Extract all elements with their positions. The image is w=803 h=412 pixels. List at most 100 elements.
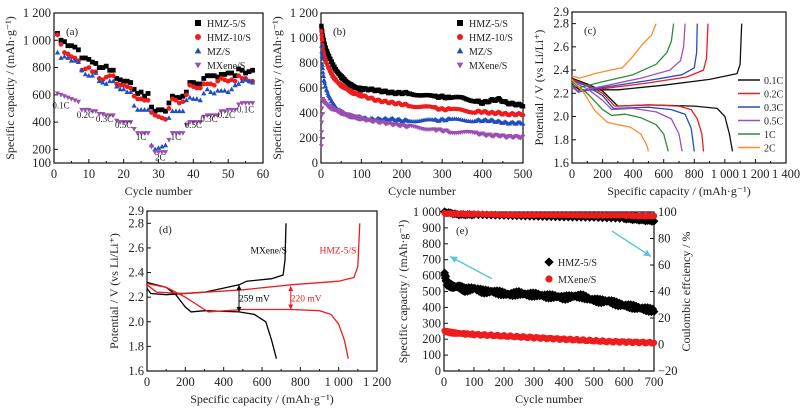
legend-item: 1C [738, 130, 776, 141]
y-tick-label: 500 [422, 285, 441, 299]
legend-marker [194, 62, 202, 69]
legend-item: 2C [738, 144, 776, 155]
data-point [187, 94, 193, 100]
y-tick-label: 2.2 [553, 86, 569, 100]
data-point [114, 118, 120, 124]
data-point [229, 86, 235, 92]
x-tick-label: 200 [495, 375, 514, 389]
data-point [68, 96, 75, 102]
legend-item: HMZ-5/S [457, 19, 508, 30]
x-tick-label: 400 [473, 167, 492, 181]
data-point [211, 82, 217, 88]
data-point [201, 76, 207, 81]
legend-item: MZ/S [456, 47, 492, 58]
data-point [183, 97, 190, 103]
x-tick-label: 200 [176, 375, 195, 389]
panel-label: (b) [333, 26, 346, 38]
data-point [107, 73, 113, 79]
data-point [246, 101, 252, 106]
data-point [211, 113, 217, 119]
data-point [242, 77, 249, 82]
data-point [225, 70, 231, 76]
data-point [204, 81, 210, 87]
data-point [162, 142, 169, 148]
data-point [93, 61, 99, 66]
data-point [649, 307, 659, 317]
data-point [103, 63, 109, 69]
y-right-tick-label: 60 [658, 258, 671, 272]
data-point [208, 113, 214, 119]
x-tick-label: 500 [514, 167, 533, 181]
data-point [204, 86, 210, 92]
data-point [131, 86, 137, 92]
data-point [145, 97, 151, 103]
discharge-curve [571, 81, 683, 152]
x-tick-label: 20 [117, 167, 130, 181]
y-right-tick-label: 40 [658, 285, 671, 299]
data-point [324, 88, 330, 93]
data-point [79, 67, 85, 73]
data-point [96, 65, 102, 70]
x-tick-label: 400 [624, 167, 643, 181]
data-point [249, 79, 256, 85]
data-point [149, 104, 154, 110]
series-mxene-s [54, 91, 256, 155]
x-tick-label: 800 [291, 375, 310, 389]
data-point [319, 130, 325, 135]
data-point [69, 43, 74, 49]
data-point [117, 86, 123, 92]
legend-label: MXene/S [207, 61, 245, 72]
x-tick-label: 600 [253, 375, 272, 389]
legend-label: 0.3C [764, 103, 784, 114]
data-point [225, 89, 231, 95]
data-point [321, 73, 327, 78]
data-point [319, 56, 325, 61]
rate-label: 2C [155, 152, 166, 162]
y-tick-label: 800 [422, 237, 441, 251]
data-point [190, 120, 196, 125]
data-point [246, 69, 252, 75]
data-point [141, 131, 148, 136]
legend-label: 0.2C [764, 90, 784, 101]
data-point [650, 212, 658, 220]
data-point [183, 89, 189, 95]
data-point [159, 107, 165, 113]
data-point [222, 71, 228, 77]
y-tick-label: 1.8 [128, 339, 144, 353]
data-point [152, 146, 158, 152]
data-point [249, 101, 256, 106]
data-point [100, 79, 106, 85]
data-point [197, 120, 203, 125]
legend-label: HMZ-5/S [207, 19, 246, 30]
legend-marker [545, 275, 553, 283]
y-tick-label: 1 200 [23, 6, 51, 20]
data-point [142, 97, 147, 103]
y-tick-label: 400 [422, 300, 441, 314]
data-point [215, 74, 221, 80]
data-point [117, 82, 123, 88]
data-point [194, 96, 200, 101]
data-point [89, 59, 95, 65]
data-point [79, 55, 85, 61]
x-tick-label: 1 200 [363, 375, 391, 389]
series-1c [571, 23, 675, 152]
data-point [204, 113, 210, 119]
y-tick-label: 1 200 [290, 6, 318, 20]
data-point [128, 80, 134, 85]
series-hmz-10-s [319, 28, 526, 118]
y-tick-label: 1.6 [128, 364, 144, 378]
y-right-axis-title: Coulombic effciency / % [679, 231, 693, 351]
polarization-label: 220 mV [291, 294, 322, 304]
y-tick-label: 2.6 [128, 241, 144, 255]
arrow-head [450, 256, 458, 263]
y-tick-label: 700 [422, 253, 441, 267]
data-point [124, 78, 130, 84]
x-tick-label: 0 [569, 167, 575, 181]
data-point [243, 70, 248, 76]
data-point [100, 65, 106, 70]
data-point [222, 87, 228, 93]
legend-item: MXene/S [545, 275, 596, 286]
data-point [239, 67, 245, 73]
data-point [215, 113, 221, 119]
